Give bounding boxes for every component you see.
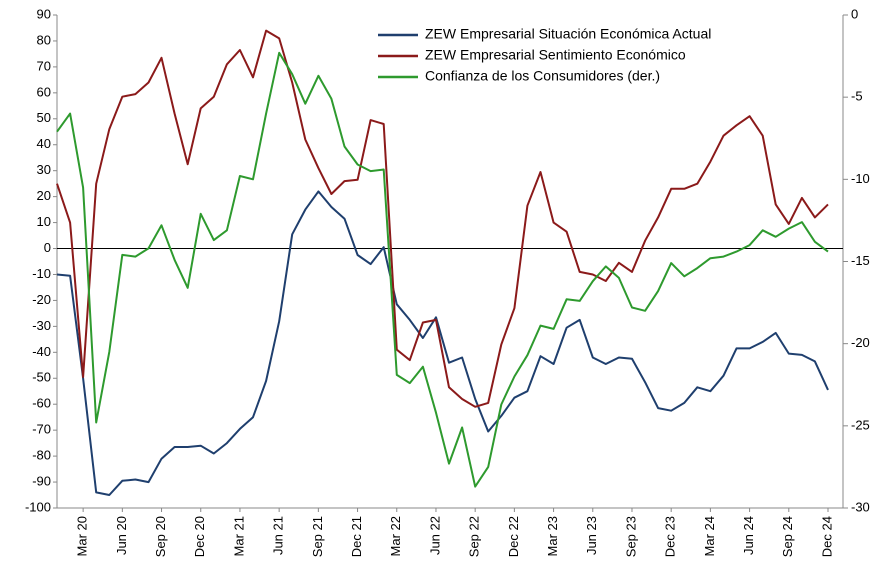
y2-tick-label: -30	[851, 499, 870, 514]
y-tick-label: 80	[37, 32, 51, 47]
y-tick-label: -40	[32, 344, 51, 359]
y-tick-label: 10	[37, 214, 51, 229]
y-tick-label: -100	[25, 499, 51, 514]
y-tick-label: -20	[32, 292, 51, 307]
y-tick-label: 90	[37, 6, 51, 21]
y-tick-label: -60	[32, 396, 51, 411]
y-tick-label: -80	[32, 448, 51, 463]
series-line	[56, 51, 829, 488]
x-tick-label: Mar 22	[388, 516, 403, 556]
y2-tick-label: -15	[851, 253, 870, 268]
x-tick-label: Sep 24	[780, 516, 795, 557]
x-tick-label: Mar 23	[545, 516, 560, 556]
y-tick-label: -90	[32, 473, 51, 488]
y2-tick-label: -20	[851, 335, 870, 350]
x-tick-label: Sep 20	[153, 516, 168, 557]
y2-tick-label: 0	[851, 6, 858, 21]
y-tick-label: 30	[37, 162, 51, 177]
legend-label: ZEW Empresarial Situación Económica Actu…	[425, 26, 711, 42]
y-tick-label: 60	[37, 84, 51, 99]
y-tick-label: -10	[32, 266, 51, 281]
y-tick-label: 50	[37, 110, 51, 125]
x-tick-label: Jun 20	[114, 516, 129, 555]
x-tick-label: Jun 22	[427, 516, 442, 555]
y2-tick-label: -10	[851, 171, 870, 186]
x-tick-label: Dec 20	[192, 516, 207, 557]
y2-tick-label: -25	[851, 417, 870, 432]
y-tick-label: -30	[32, 318, 51, 333]
x-tick-label: Mar 20	[75, 516, 90, 556]
x-tick-label: Jun 21	[271, 516, 286, 555]
x-tick-label: Dec 22	[506, 516, 521, 557]
y-tick-label: 0	[44, 240, 51, 255]
series-line	[56, 190, 829, 496]
x-tick-label: Sep 23	[623, 516, 638, 557]
series-line	[56, 29, 829, 408]
legend-label: Confianza de los Consumidores (der.)	[425, 68, 660, 84]
x-tick-label: Dec 23	[663, 516, 678, 557]
y-tick-label: 70	[37, 58, 51, 73]
y-tick-label: -70	[32, 422, 51, 437]
x-tick-label: Mar 24	[702, 516, 717, 556]
x-tick-label: Jun 23	[584, 516, 599, 555]
legend-label: ZEW Empresarial Sentimiento Económico	[425, 47, 686, 63]
y2-tick-label: -5	[851, 89, 863, 104]
x-tick-label: Jun 24	[741, 516, 756, 555]
x-tick-label: Sep 22	[467, 516, 482, 557]
x-tick-label: Dec 21	[349, 516, 364, 557]
x-tick-label: Mar 21	[231, 516, 246, 556]
y-tick-label: -50	[32, 370, 51, 385]
y-tick-label: 20	[37, 188, 51, 203]
y-tick-label: 40	[37, 136, 51, 151]
x-tick-label: Dec 24	[819, 516, 834, 557]
x-tick-label: Sep 21	[310, 516, 325, 557]
